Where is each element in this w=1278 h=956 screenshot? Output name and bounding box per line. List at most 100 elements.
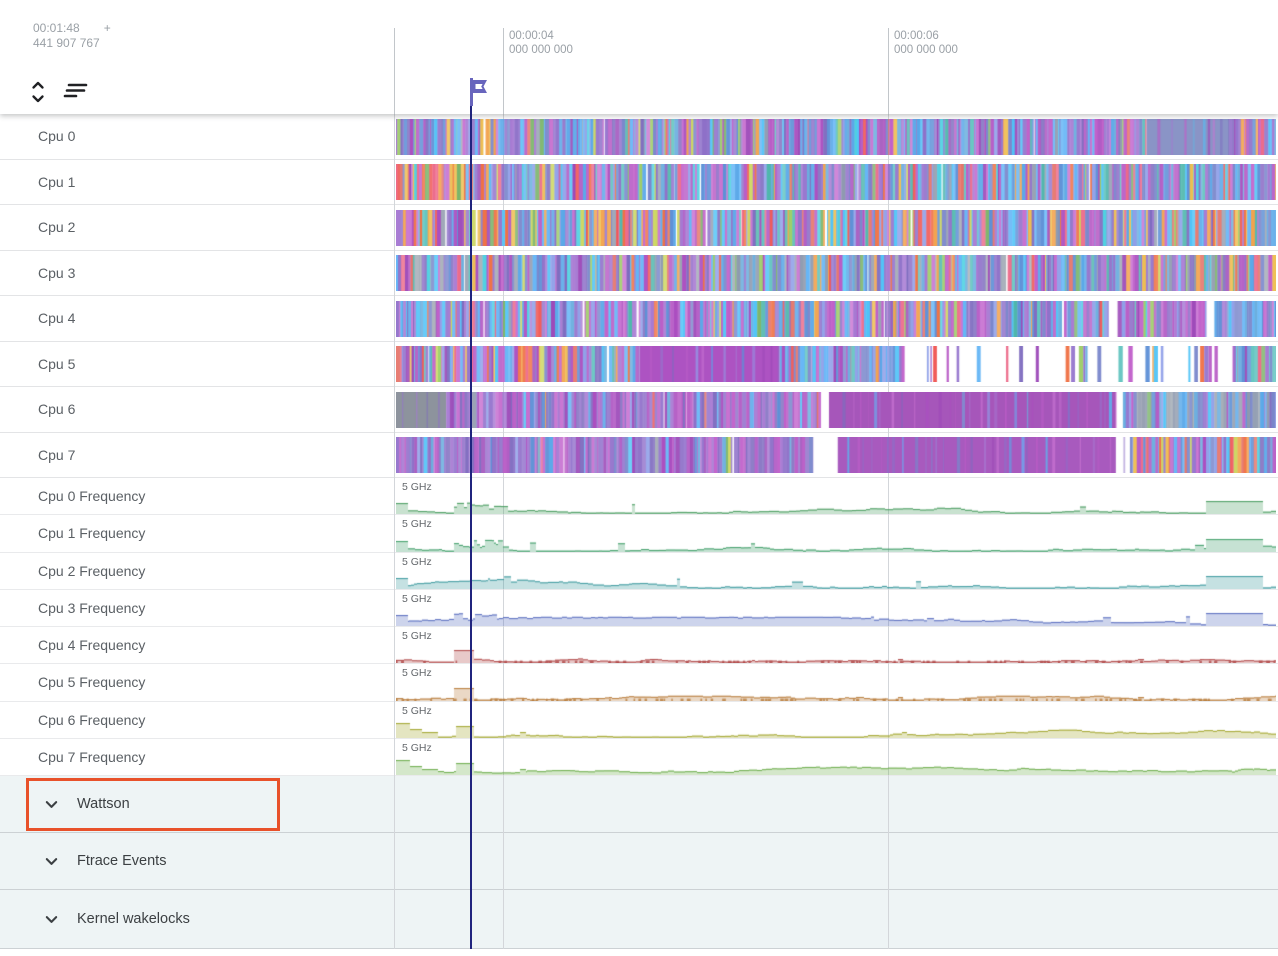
cpu-2-frequency-canvas[interactable] — [396, 568, 1276, 589]
selection-time: 00:01:48 — [33, 21, 80, 35]
group-wattson[interactable]: Wattson — [0, 776, 1278, 833]
expand-collapse-tracks-button[interactable] — [27, 78, 49, 109]
track-label-text: Cpu 5 — [38, 355, 76, 372]
cpu-6-slices-canvas[interactable] — [396, 391, 1276, 428]
track-label-text: Cpu 7 — [38, 446, 76, 463]
selection-time-nanos: 441 907 767 — [33, 36, 100, 50]
cpu-frequency-track-row: Cpu 6 Frequency 5 GHz — [0, 701, 1278, 739]
frequency-scale-label: 5 GHz — [402, 630, 432, 642]
cpu-6-track-timeline[interactable] — [394, 387, 1278, 432]
collapsed-groups-section: Wattson Ftrace Events Kernel wakelocks — [0, 776, 1278, 949]
cpu-4-track-timeline[interactable] — [394, 296, 1278, 341]
selection-time-plus: + — [103, 21, 111, 35]
cpu-track-row: Cpu 6 — [0, 387, 1278, 433]
cpu-1-track-timeline[interactable] — [394, 160, 1278, 205]
group-label-text: Ftrace Events — [77, 853, 167, 869]
cpu-3-frequency-canvas[interactable] — [396, 606, 1276, 626]
selection-timestamp: 00:01:48 + 441 907 767 — [33, 21, 111, 51]
frequency-scale-label: 5 GHz — [402, 555, 432, 568]
cpu-4-slices-canvas[interactable] — [396, 300, 1276, 337]
cpu-track-row: Cpu 3 — [0, 250, 1278, 296]
cpu-frequency-track-row: Cpu 4 Frequency 5 GHz — [0, 627, 1278, 665]
cpu-7-slices-canvas[interactable] — [396, 437, 1276, 473]
cpu-3-slices-canvas[interactable] — [396, 255, 1276, 291]
search-highlight-outline — [26, 778, 280, 831]
timeline-header[interactable]: 00:01:48 + 441 907 767 00:00:04 000 000 00… — [0, 0, 1278, 114]
cpu-frequency-track-row: Cpu 0 Frequency 5 GHz — [0, 478, 1278, 516]
cpu-3-track-timeline[interactable] — [394, 251, 1278, 296]
track-label-text: Cpu 5 Frequency — [38, 674, 146, 691]
cpu-frequency-track-row: Cpu 3 Frequency 5 GHz — [0, 589, 1278, 627]
group-kernel-wakelocks[interactable]: Kernel wakelocks — [0, 890, 1278, 949]
track-label-cpu-6[interactable]: Cpu 6 — [0, 387, 394, 432]
frequency-scale-label: 5 GHz — [402, 741, 432, 754]
track-label-cpu-7-frequency[interactable]: Cpu 7 Frequency — [0, 738, 394, 775]
cpu-tracks-section: Cpu 0 Cpu 1 Cpu 2 Cpu 3 Cpu 4 Cpu 5 Cpu 6 Cpu 7 — [0, 114, 1278, 478]
cpu-1-slices-canvas[interactable] — [396, 164, 1276, 200]
cpu-2-track-timeline[interactable] — [394, 205, 1278, 250]
cpu-frequency-track-row: Cpu 5 Frequency 5 GHz — [0, 664, 1278, 702]
track-label-cpu-2[interactable]: Cpu 2 — [0, 205, 394, 250]
ruler-tick-line — [888, 28, 889, 114]
time-marker-flag-icon[interactable] — [463, 76, 493, 113]
cpu-7-frequency-timeline[interactable]: 5 GHz — [394, 739, 1278, 775]
cpu-1-frequency-canvas[interactable] — [396, 531, 1276, 552]
cpu-7-frequency-canvas[interactable] — [396, 755, 1276, 775]
cpu-7-track-timeline[interactable] — [394, 433, 1278, 478]
track-label-cpu-6-frequency[interactable]: Cpu 6 Frequency — [0, 701, 394, 738]
track-label-cpu-2-frequency[interactable]: Cpu 2 Frequency — [0, 552, 394, 589]
track-label-cpu-4-frequency[interactable]: Cpu 4 Frequency — [0, 627, 394, 664]
cpu-6-frequency-canvas[interactable] — [396, 717, 1276, 738]
cpu-4-frequency-canvas[interactable] — [396, 643, 1276, 664]
frequency-scale-label: 5 GHz — [402, 704, 432, 717]
cpu-0-track-timeline[interactable] — [394, 114, 1278, 159]
cpu-track-row: Cpu 4 — [0, 296, 1278, 342]
track-label-cpu-0-frequency[interactable]: Cpu 0 Frequency — [0, 478, 394, 515]
ruler-tick-line — [503, 28, 504, 114]
cpu-6-frequency-timeline[interactable]: 5 GHz — [394, 702, 1278, 738]
ruler-tick-label: 00:00:06 000 000 000 — [894, 30, 958, 56]
group-label-text: Kernel wakelocks — [77, 911, 190, 927]
cpu-4-frequency-timeline[interactable]: 5 GHz — [394, 627, 1278, 664]
cpu-3-frequency-timeline[interactable]: 5 GHz — [394, 590, 1278, 626]
cpu-0-frequency-timeline[interactable]: 5 GHz — [394, 478, 1278, 515]
cpu-2-frequency-timeline[interactable]: 5 GHz — [394, 553, 1278, 589]
track-label-cpu-7[interactable]: Cpu 7 — [0, 432, 394, 477]
track-label-cpu-0[interactable]: Cpu 0 — [0, 114, 394, 159]
cpu-track-row: Cpu 7 — [0, 432, 1278, 478]
track-label-text: Cpu 4 — [38, 310, 76, 327]
unfold-more-icon — [29, 81, 47, 107]
frequency-scale-label: 5 GHz — [402, 592, 432, 605]
cpu-0-slices-canvas[interactable] — [396, 118, 1276, 155]
selected-time-marker-line — [470, 104, 472, 949]
track-label-text: Cpu 4 Frequency — [38, 637, 146, 654]
cpu-track-row: Cpu 0 — [0, 114, 1278, 160]
sort-tracks-button[interactable] — [60, 80, 90, 105]
track-label-text: Cpu 1 — [38, 173, 76, 190]
ruler-tick-label: 00:00:04 000 000 000 — [509, 30, 573, 56]
track-label-text: Cpu 6 — [38, 401, 76, 418]
track-label-text: Cpu 3 — [38, 264, 76, 281]
cpu-frequency-track-row: Cpu 7 Frequency 5 GHz — [0, 738, 1278, 776]
cpu-5-slices-canvas[interactable] — [396, 346, 1276, 382]
cpu-2-slices-canvas[interactable] — [396, 209, 1276, 246]
track-label-cpu-4[interactable]: Cpu 4 — [0, 296, 394, 341]
cpu-5-frequency-timeline[interactable]: 5 GHz — [394, 664, 1278, 701]
cpu-track-row: Cpu 2 — [0, 205, 1278, 251]
track-label-cpu-5[interactable]: Cpu 5 — [0, 341, 394, 386]
frequency-scale-label: 5 GHz — [402, 518, 432, 531]
cpu-frequency-tracks-section: Cpu 0 Frequency 5 GHz Cpu 1 Frequency 5 GHz… — [0, 478, 1278, 776]
track-label-cpu-5-frequency[interactable]: Cpu 5 Frequency — [0, 664, 394, 701]
cpu-0-frequency-canvas[interactable] — [396, 494, 1276, 515]
group-ftrace-events[interactable]: Ftrace Events — [0, 833, 1278, 890]
cpu-5-frequency-canvas[interactable] — [396, 680, 1276, 701]
track-label-cpu-1[interactable]: Cpu 1 — [0, 159, 394, 204]
cpu-5-track-timeline[interactable] — [394, 342, 1278, 387]
sort-icon — [62, 83, 88, 103]
track-label-cpu-1-frequency[interactable]: Cpu 1 Frequency — [0, 515, 394, 552]
chevron-down-icon — [44, 854, 59, 869]
track-label-cpu-3[interactable]: Cpu 3 — [0, 250, 394, 295]
cpu-1-frequency-timeline[interactable]: 5 GHz — [394, 515, 1278, 552]
chevron-down-icon — [44, 797, 59, 812]
track-label-cpu-3-frequency[interactable]: Cpu 3 Frequency — [0, 589, 394, 626]
